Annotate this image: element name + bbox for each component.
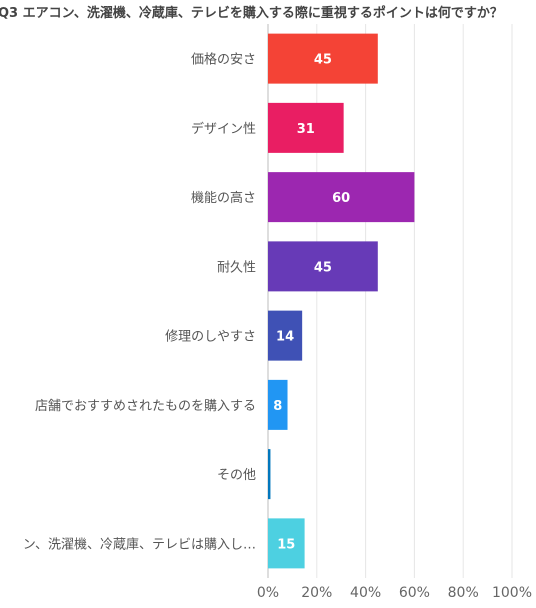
data-label: 31 — [297, 122, 315, 137]
category-labels: 価格の安さデザイン性機能の高さ耐久性修理のしやすさ店舗でおすすめされたものを購入… — [23, 52, 256, 553]
category-label: 耐久性 — [217, 260, 256, 275]
category-label: 修理のしやすさ — [165, 330, 256, 345]
x-tick-label: 0% — [257, 585, 279, 601]
data-label: 14 — [276, 330, 294, 345]
bar — [268, 449, 271, 500]
x-axis-ticks: 0% 20% 40% 60% 80% 100% — [257, 585, 532, 601]
x-tick-label: 80% — [448, 585, 479, 601]
bar — [268, 102, 344, 153]
x-tick-label: 20% — [301, 585, 332, 601]
x-tick-label: 100% — [492, 585, 532, 601]
data-label: 8 — [273, 399, 282, 414]
bar — [268, 241, 378, 292]
category-label: デザイン性 — [191, 121, 256, 137]
category-label: その他 — [217, 468, 256, 483]
data-label: 45 — [314, 260, 332, 275]
category-label: 価格の安さ — [191, 52, 256, 68]
bars — [268, 33, 415, 569]
category-label: ン、洗濯機、冷蔵庫、テレビは購入し… — [23, 537, 256, 552]
bar — [268, 379, 288, 430]
data-label: 60 — [332, 191, 350, 206]
data-label: 45 — [314, 53, 332, 68]
category-label: 店舗でおすすめされたものを購入する — [35, 399, 256, 414]
value-labels: 45 31 60 45 14 8 15 — [273, 53, 350, 553]
data-label: 15 — [277, 537, 295, 552]
bar — [268, 33, 378, 84]
category-label: 機能の高さ — [191, 190, 256, 206]
bar — [268, 310, 303, 361]
bar — [268, 172, 415, 223]
bar — [268, 518, 305, 569]
chart-title: Q3 エアコン、洗濯機、冷蔵庫、テレビを購入する際に重視するポイントは何ですか？ — [0, 5, 503, 21]
x-tick-label: 40% — [350, 585, 381, 601]
x-tick-label: 60% — [399, 585, 430, 601]
